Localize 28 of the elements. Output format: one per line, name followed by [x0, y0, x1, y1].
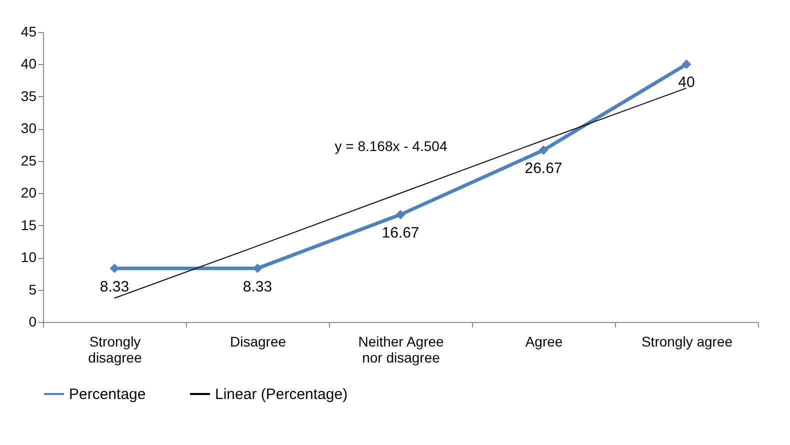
- y-tick-label: 45: [20, 24, 37, 40]
- y-tick-label: 0: [28, 314, 37, 330]
- data-label: 8.33: [100, 278, 130, 296]
- y-tick-label: 15: [20, 216, 37, 233]
- legend-label: Percentage: [69, 386, 146, 403]
- point: [538, 145, 548, 155]
- x-tick-label: Strongly agree: [641, 334, 733, 350]
- point: [396, 210, 406, 220]
- x-tick-label: Disagree: [230, 334, 286, 350]
- data-label: 40: [678, 74, 695, 92]
- x-tick-label: Strongly disagree: [88, 334, 142, 366]
- point: [252, 264, 262, 274]
- y-tick-label: 40: [20, 56, 37, 72]
- y-tick-label: 35: [20, 88, 37, 104]
- x-tick-label: Agree: [525, 334, 563, 350]
- point: [682, 59, 692, 69]
- data-label: 26.67: [524, 160, 562, 178]
- annotation: y = 8.168x - 4.504: [334, 138, 448, 154]
- y-tick-label: 20: [20, 184, 37, 201]
- legend-label: Linear (Percentage): [215, 386, 348, 403]
- point: [110, 264, 120, 274]
- y-tick-label: 10: [20, 249, 37, 266]
- y-tick-label: 30: [20, 120, 37, 136]
- data-label: 8.33: [242, 278, 272, 296]
- y-tick-label: 25: [20, 152, 37, 168]
- x-tick-label: Neither Agree nor disagree: [358, 334, 444, 366]
- data-label: 16.67: [382, 224, 420, 242]
- y-tick-label: 5: [28, 281, 37, 298]
